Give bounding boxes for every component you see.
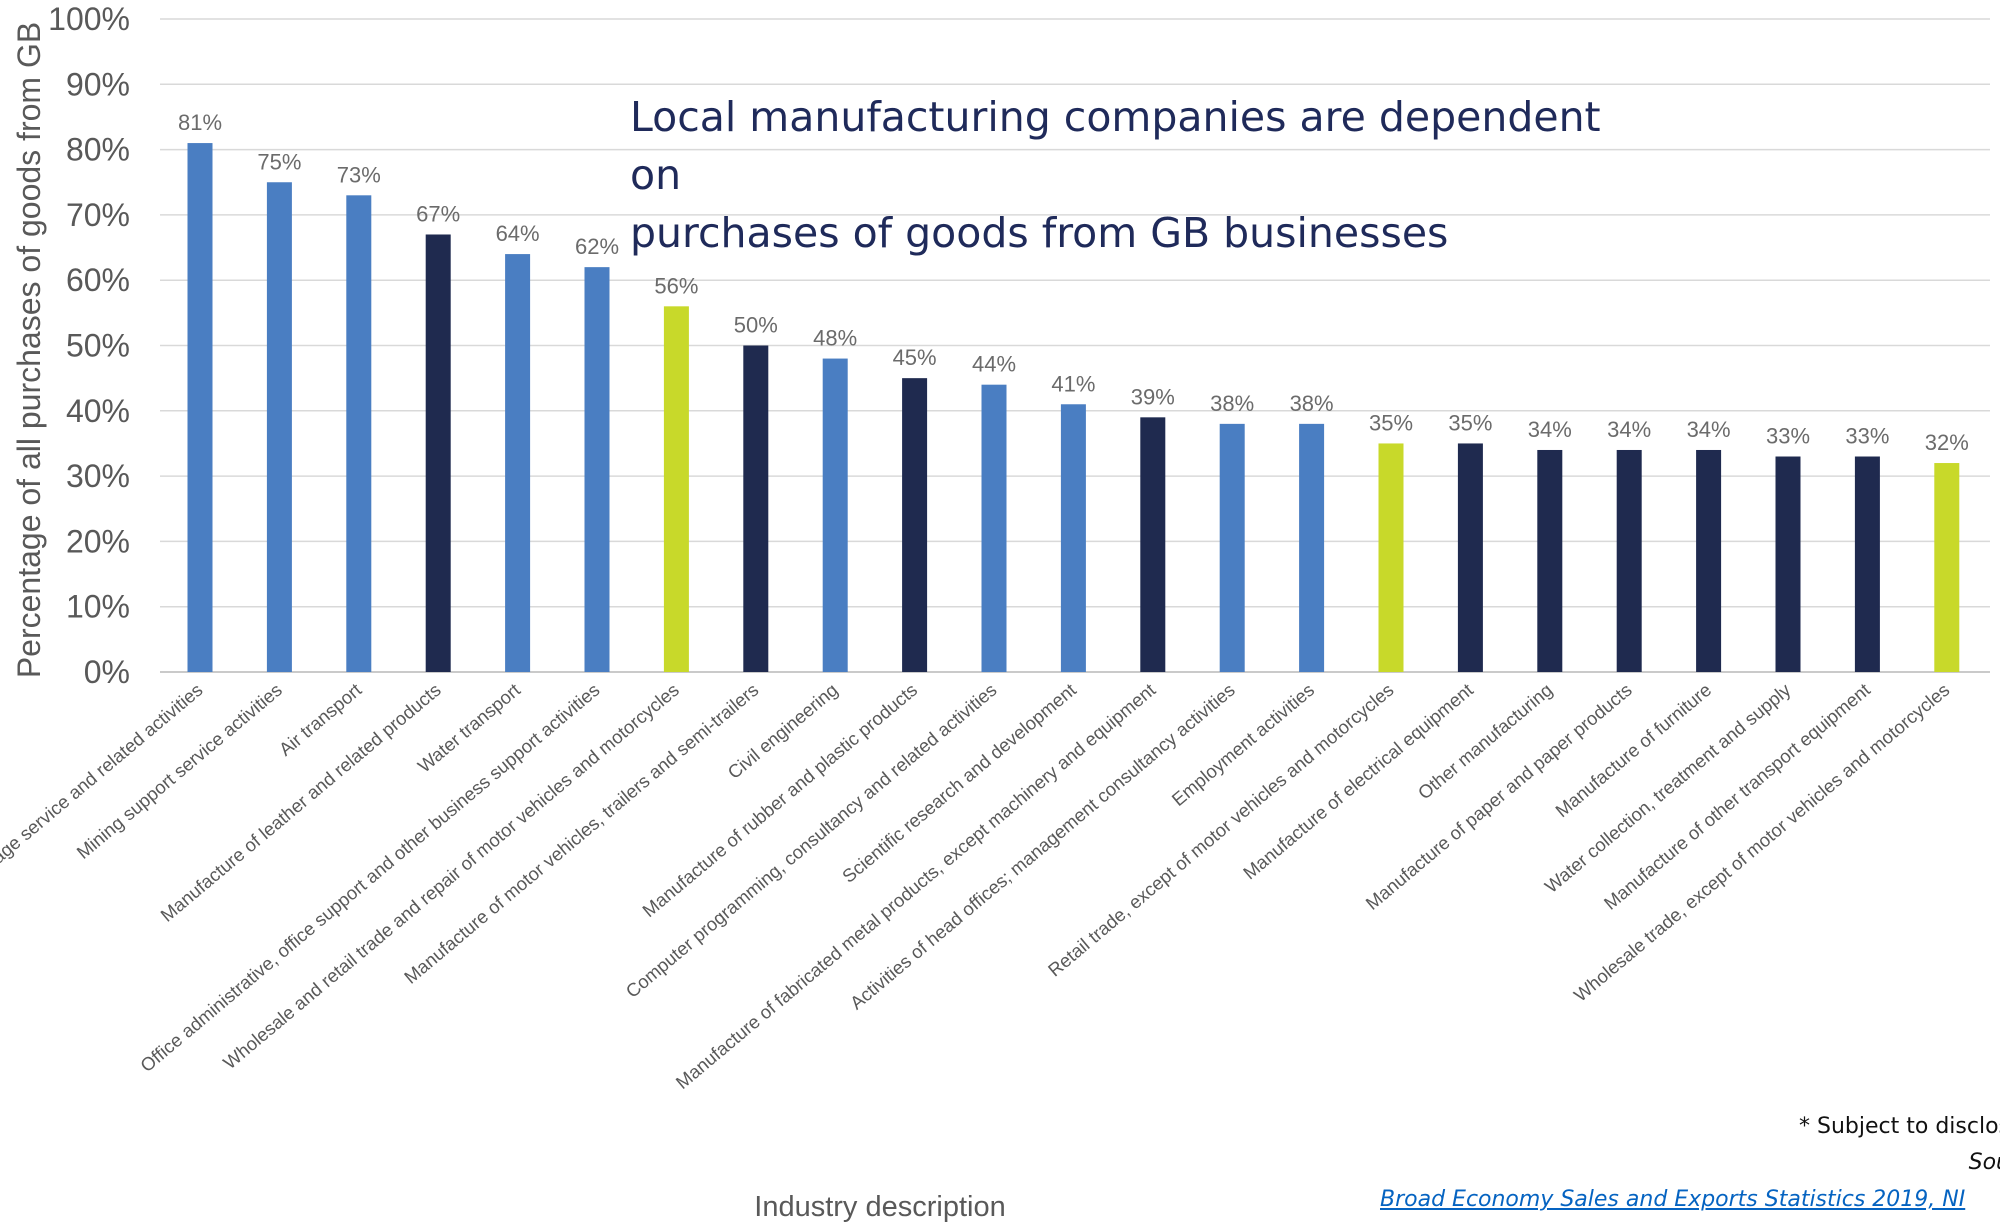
bars <box>187 143 1960 673</box>
x-axis-title: Industry description <box>754 1191 1005 1222</box>
bar <box>1457 443 1483 672</box>
y-tick-label: 60% <box>66 262 130 298</box>
x-category-label: Manufacture of furniture <box>1551 679 1715 821</box>
y-tick-label: 10% <box>66 589 130 625</box>
source-link[interactable]: Broad Economy Sales and Exports Statisti… <box>1380 1187 1966 1212</box>
bar-value-label: 64% <box>496 221 540 246</box>
bar-value-label: 35% <box>1369 410 1413 435</box>
y-tick-label: 90% <box>66 66 130 102</box>
bar-value-label: 33% <box>1766 424 1810 449</box>
bar-value-label: 39% <box>1131 384 1175 409</box>
disclosure-footnote: * Subject to disclos <box>1799 1114 2000 1139</box>
bar-value-label: 34% <box>1687 417 1731 442</box>
bar-value-label: 73% <box>337 162 381 187</box>
bar-value-label: 33% <box>1845 424 1889 449</box>
bar-value-label: 67% <box>416 201 460 226</box>
bar-value-label: 50% <box>734 313 778 338</box>
value-labels: 81% 75% 73% 67% 64% 62% 56% 50% 48% 45% 44% 41% 39% 3… <box>178 110 1969 455</box>
x-category-label: Activities of head offices; management c… <box>846 679 1239 1013</box>
bar <box>1378 443 1404 672</box>
bar-value-label: 45% <box>893 345 937 370</box>
y-tick-label: 30% <box>66 458 130 494</box>
chart-headline: Local manufacturing companies are depend… <box>630 88 1630 262</box>
y-axis-title: Percentage of all purchases of goods fro… <box>11 22 47 678</box>
bar <box>1537 449 1563 672</box>
bar <box>1775 456 1801 672</box>
bar-value-label: 38% <box>1210 391 1254 416</box>
x-axis-category-labels: Food and beverage service and related ac… <box>0 678 1953 1093</box>
bar <box>902 378 928 672</box>
y-tick-label: 80% <box>66 132 130 168</box>
y-tick-label: 100% <box>48 1 130 37</box>
bar <box>1934 463 1960 672</box>
x-category-label: Computer programming, consultancy and re… <box>622 679 1001 1002</box>
bar <box>1219 423 1245 672</box>
bar <box>584 267 610 672</box>
headline-line-1: Local manufacturing companies are depend… <box>630 93 1601 199</box>
y-tick-label: 50% <box>66 328 130 364</box>
bar <box>1854 456 1880 672</box>
bar-value-label: 56% <box>654 273 698 298</box>
bar-value-label: 34% <box>1607 417 1651 442</box>
y-tick-label: 70% <box>66 197 130 233</box>
headline-line-2: purchases of goods from GB businesses <box>630 209 1449 257</box>
x-category-label: Wholesale trade, except of motor vehicle… <box>1570 679 1954 1006</box>
bar <box>346 195 372 672</box>
x-category-label: Manufacture of rubber and plastic produc… <box>638 679 921 921</box>
bar <box>743 345 769 672</box>
y-tick-label: 20% <box>66 523 130 559</box>
bar-value-label: 62% <box>575 234 619 259</box>
x-category-label: Employment activities <box>1168 679 1319 810</box>
bar-value-label: 34% <box>1528 417 1572 442</box>
bar-value-label: 41% <box>1051 371 1095 396</box>
x-category-label: Manufacture of leather and related produ… <box>156 679 444 926</box>
x-category-label: Other manufacturing <box>1414 679 1557 803</box>
bar-value-label: 38% <box>1290 391 1334 416</box>
bar <box>1060 404 1086 672</box>
bar <box>1616 449 1642 672</box>
bar <box>425 234 451 673</box>
y-tick-label: 0% <box>84 654 130 690</box>
x-category-label: Manufacture of paper and paper products <box>1361 679 1635 914</box>
bar-value-label: 44% <box>972 352 1016 377</box>
bar <box>981 384 1007 672</box>
bar <box>1696 449 1722 672</box>
bar <box>663 306 689 672</box>
bar <box>187 143 213 672</box>
bar <box>1299 423 1325 672</box>
bar-value-label: 75% <box>257 149 301 174</box>
bar-value-label: 81% <box>178 110 222 135</box>
y-axis-ticks: 0% 10% 20% 30% 40% 50% 60% 70% 80% 90% 100% <box>48 1 130 690</box>
bar <box>266 182 292 672</box>
bar-value-label: 48% <box>813 326 857 351</box>
bar-value-label: 32% <box>1925 430 1969 455</box>
source-label: Sou <box>1968 1150 2000 1175</box>
y-tick-label: 40% <box>66 393 130 429</box>
bar <box>822 358 848 672</box>
bar <box>1140 417 1166 672</box>
bar-value-label: 35% <box>1448 410 1492 435</box>
bar <box>505 254 531 672</box>
